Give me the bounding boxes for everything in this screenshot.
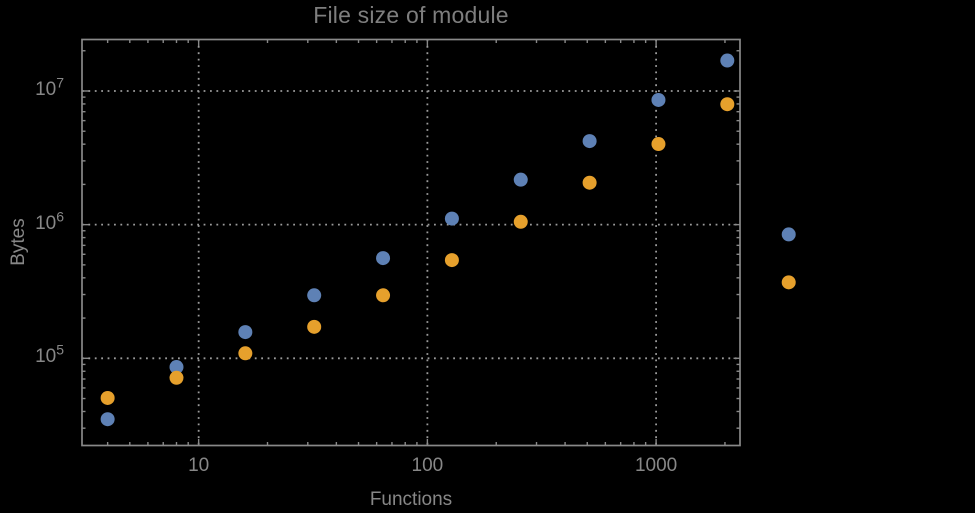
data-point-series-orange-x2048 [720,97,735,112]
data-point-series-orange-x1024 [651,137,666,152]
data-point-series-orange-x128 [444,253,459,268]
data-point-series-blue-x8 [169,360,184,375]
y-tick-label-10e6: 106 [35,208,64,234]
data-point-series-orange-x3800 [781,275,796,290]
y-tick-exponent: 5 [56,341,64,358]
data-point-series-blue-x16 [238,325,253,340]
data-point-series-blue-x4 [100,412,115,427]
data-point-series-orange-x256 [513,214,528,229]
data-point-series-orange-x16 [238,346,253,361]
data-point-series-blue-x32 [307,288,322,303]
data-point-series-orange-x4 [100,390,115,405]
data-point-series-blue-x2048 [720,53,735,68]
data-point-series-orange-x8 [169,370,184,385]
x-tick-label-100: 100 [411,455,444,476]
y-tick-exponent: 7 [56,74,64,91]
data-point-series-blue-x3800 [781,227,796,242]
data-point-series-blue-x1024 [651,92,666,107]
x-axis-label: Functions [369,489,453,510]
y-tick-exponent: 6 [56,208,64,225]
y-tick-label-10e5: 105 [35,341,64,368]
data-point-series-orange-x64 [376,288,391,303]
data-point-series-orange-x32 [307,319,322,334]
x-tick-label-10: 10 [188,455,210,476]
data-point-series-blue-x512 [582,134,597,149]
y-tick-label-10e7: 107 [35,74,64,100]
chart-title: File size of module [313,2,509,28]
data-point-series-orange-x512 [582,175,597,190]
data-point-series-blue-x128 [444,211,459,226]
plot-frame [81,38,741,447]
x-tick-label-1000: 1000 [634,455,678,476]
data-point-series-blue-x256 [513,172,528,187]
data-point-series-blue-x64 [376,251,391,266]
